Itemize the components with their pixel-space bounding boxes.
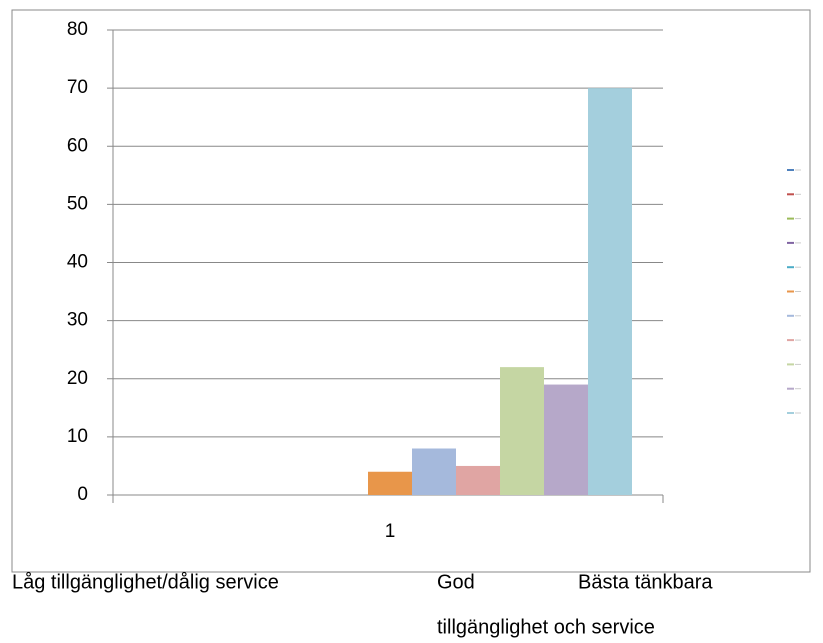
bar	[412, 448, 456, 495]
annotation: God	[437, 571, 475, 593]
y-tick-label: 40	[67, 252, 88, 273]
y-tick-label: 30	[67, 310, 88, 331]
y-tick-label: 60	[67, 135, 88, 156]
bar	[368, 471, 412, 495]
bar	[456, 465, 500, 495]
y-tick-label: 10	[67, 426, 88, 447]
y-tick-label: 0	[77, 484, 88, 505]
x-tick-label: 1	[385, 521, 396, 542]
bar	[500, 367, 544, 495]
y-tick-label: 20	[67, 368, 88, 389]
annotation: tillgänglighet och service	[437, 616, 655, 638]
bar	[588, 88, 632, 495]
y-tick-label: 80	[67, 19, 88, 40]
y-tick-label: 70	[67, 77, 88, 98]
y-tick-label: 50	[67, 193, 88, 214]
annotation: Låg tillgänglighet/dålig service	[12, 571, 279, 593]
annotation: Bästa tänkbara	[578, 571, 713, 593]
bar	[544, 384, 588, 495]
